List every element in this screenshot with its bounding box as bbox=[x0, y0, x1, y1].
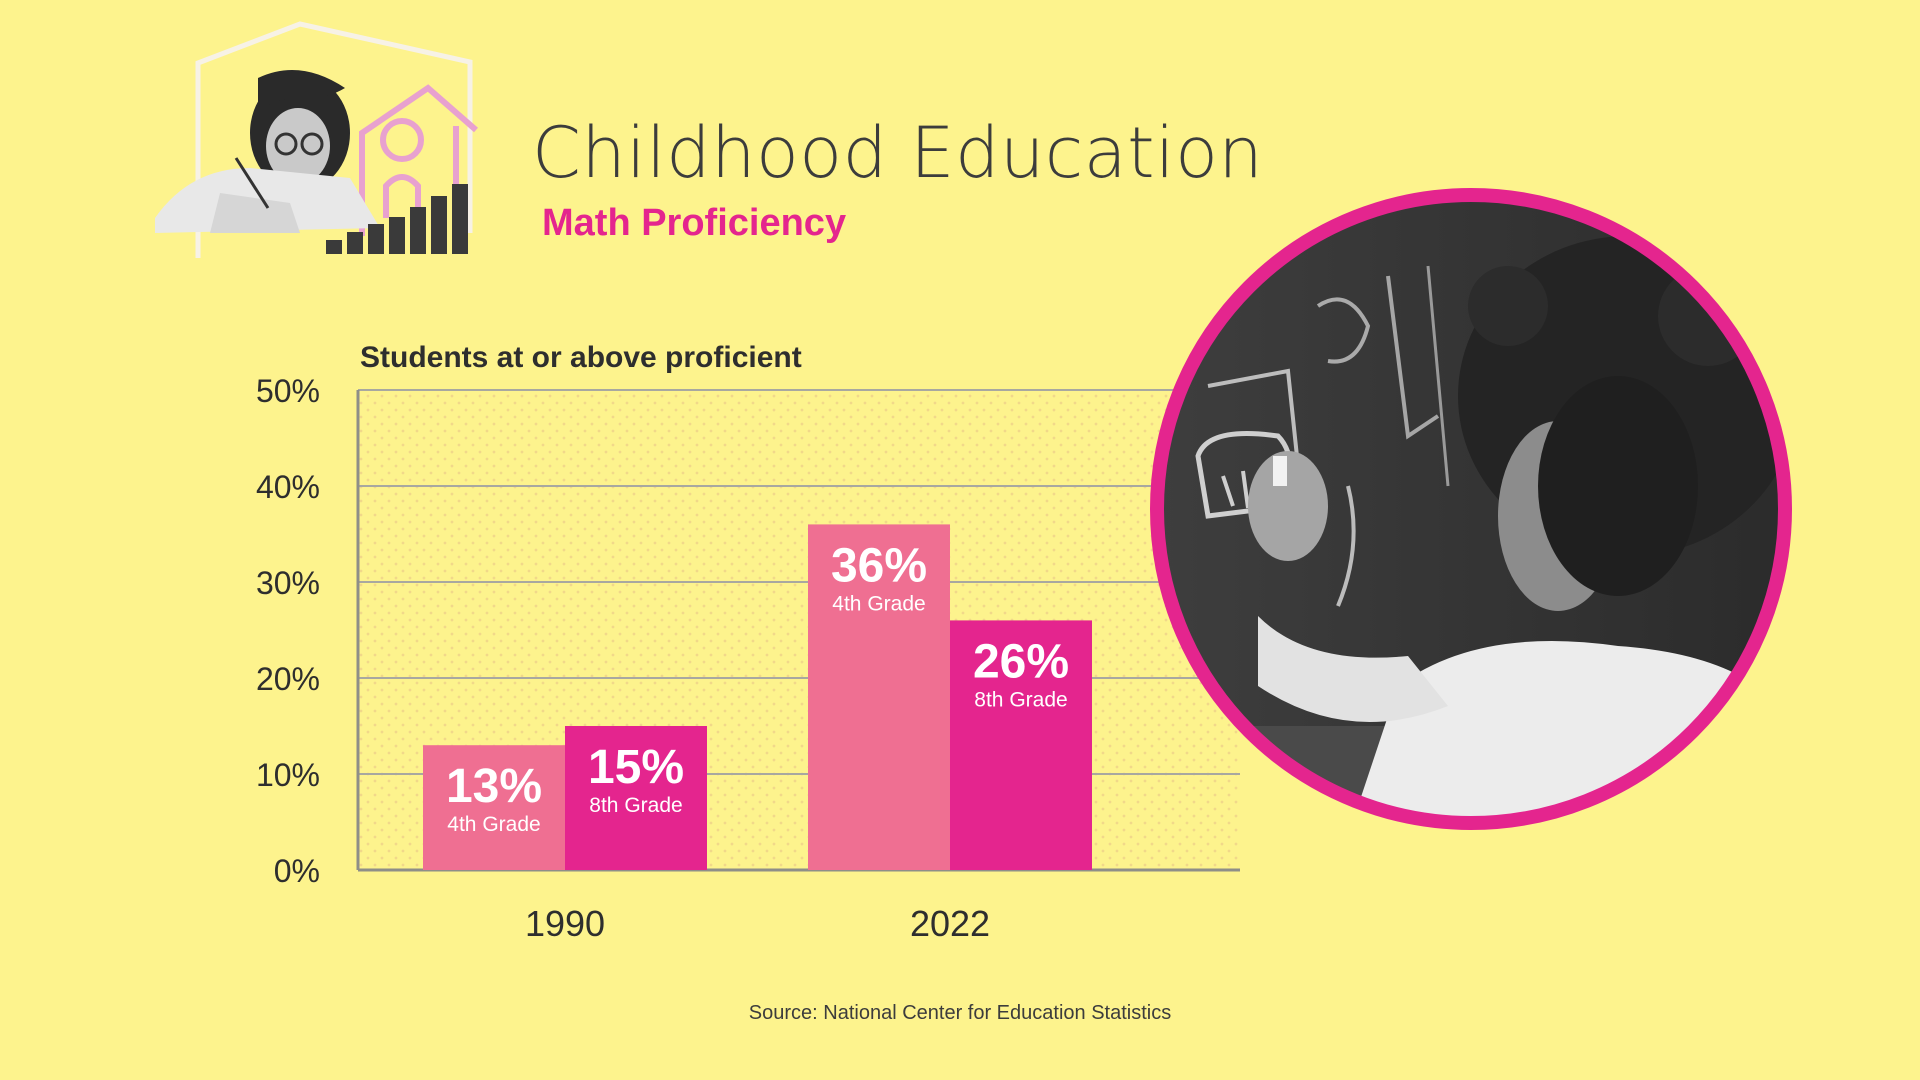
girl-writing-on-chalkboard-photo bbox=[1150, 188, 1792, 830]
x-tick-label: 1990 bbox=[525, 903, 605, 944]
y-tick-label: 0% bbox=[274, 853, 320, 889]
page-title: Childhood Education bbox=[532, 112, 1264, 194]
bar-value-label: 13% bbox=[446, 760, 542, 813]
page-subtitle: Math Proficiency bbox=[542, 202, 847, 244]
y-tick-label: 20% bbox=[256, 661, 320, 697]
student-house-bars-icon bbox=[155, 21, 478, 258]
bar-2022-grade4 bbox=[808, 524, 950, 870]
bar-series-label: 4th Grade bbox=[447, 813, 540, 836]
bar-value-label: 15% bbox=[588, 741, 684, 794]
y-tick-label: 50% bbox=[256, 373, 320, 409]
bar-value-label: 36% bbox=[831, 539, 927, 592]
x-tick-label: 2022 bbox=[910, 903, 990, 944]
y-tick-label: 10% bbox=[256, 757, 320, 793]
y-tick-label: 30% bbox=[256, 565, 320, 601]
bar-series-label: 4th Grade bbox=[832, 592, 925, 615]
bar-1990-grade8 bbox=[565, 726, 707, 870]
bar-2022-grade8 bbox=[950, 620, 1092, 870]
y-tick-label: 40% bbox=[256, 469, 320, 505]
bar-series-label: 8th Grade bbox=[974, 688, 1067, 711]
source-note: Source: National Center for Education St… bbox=[748, 1002, 1172, 1024]
y-axis-title: Students at or above proficient bbox=[360, 341, 802, 374]
bar-1990-grade4 bbox=[423, 745, 565, 870]
bar-value-label: 26% bbox=[973, 635, 1069, 688]
bar-series-label: 8th Grade bbox=[589, 794, 682, 817]
